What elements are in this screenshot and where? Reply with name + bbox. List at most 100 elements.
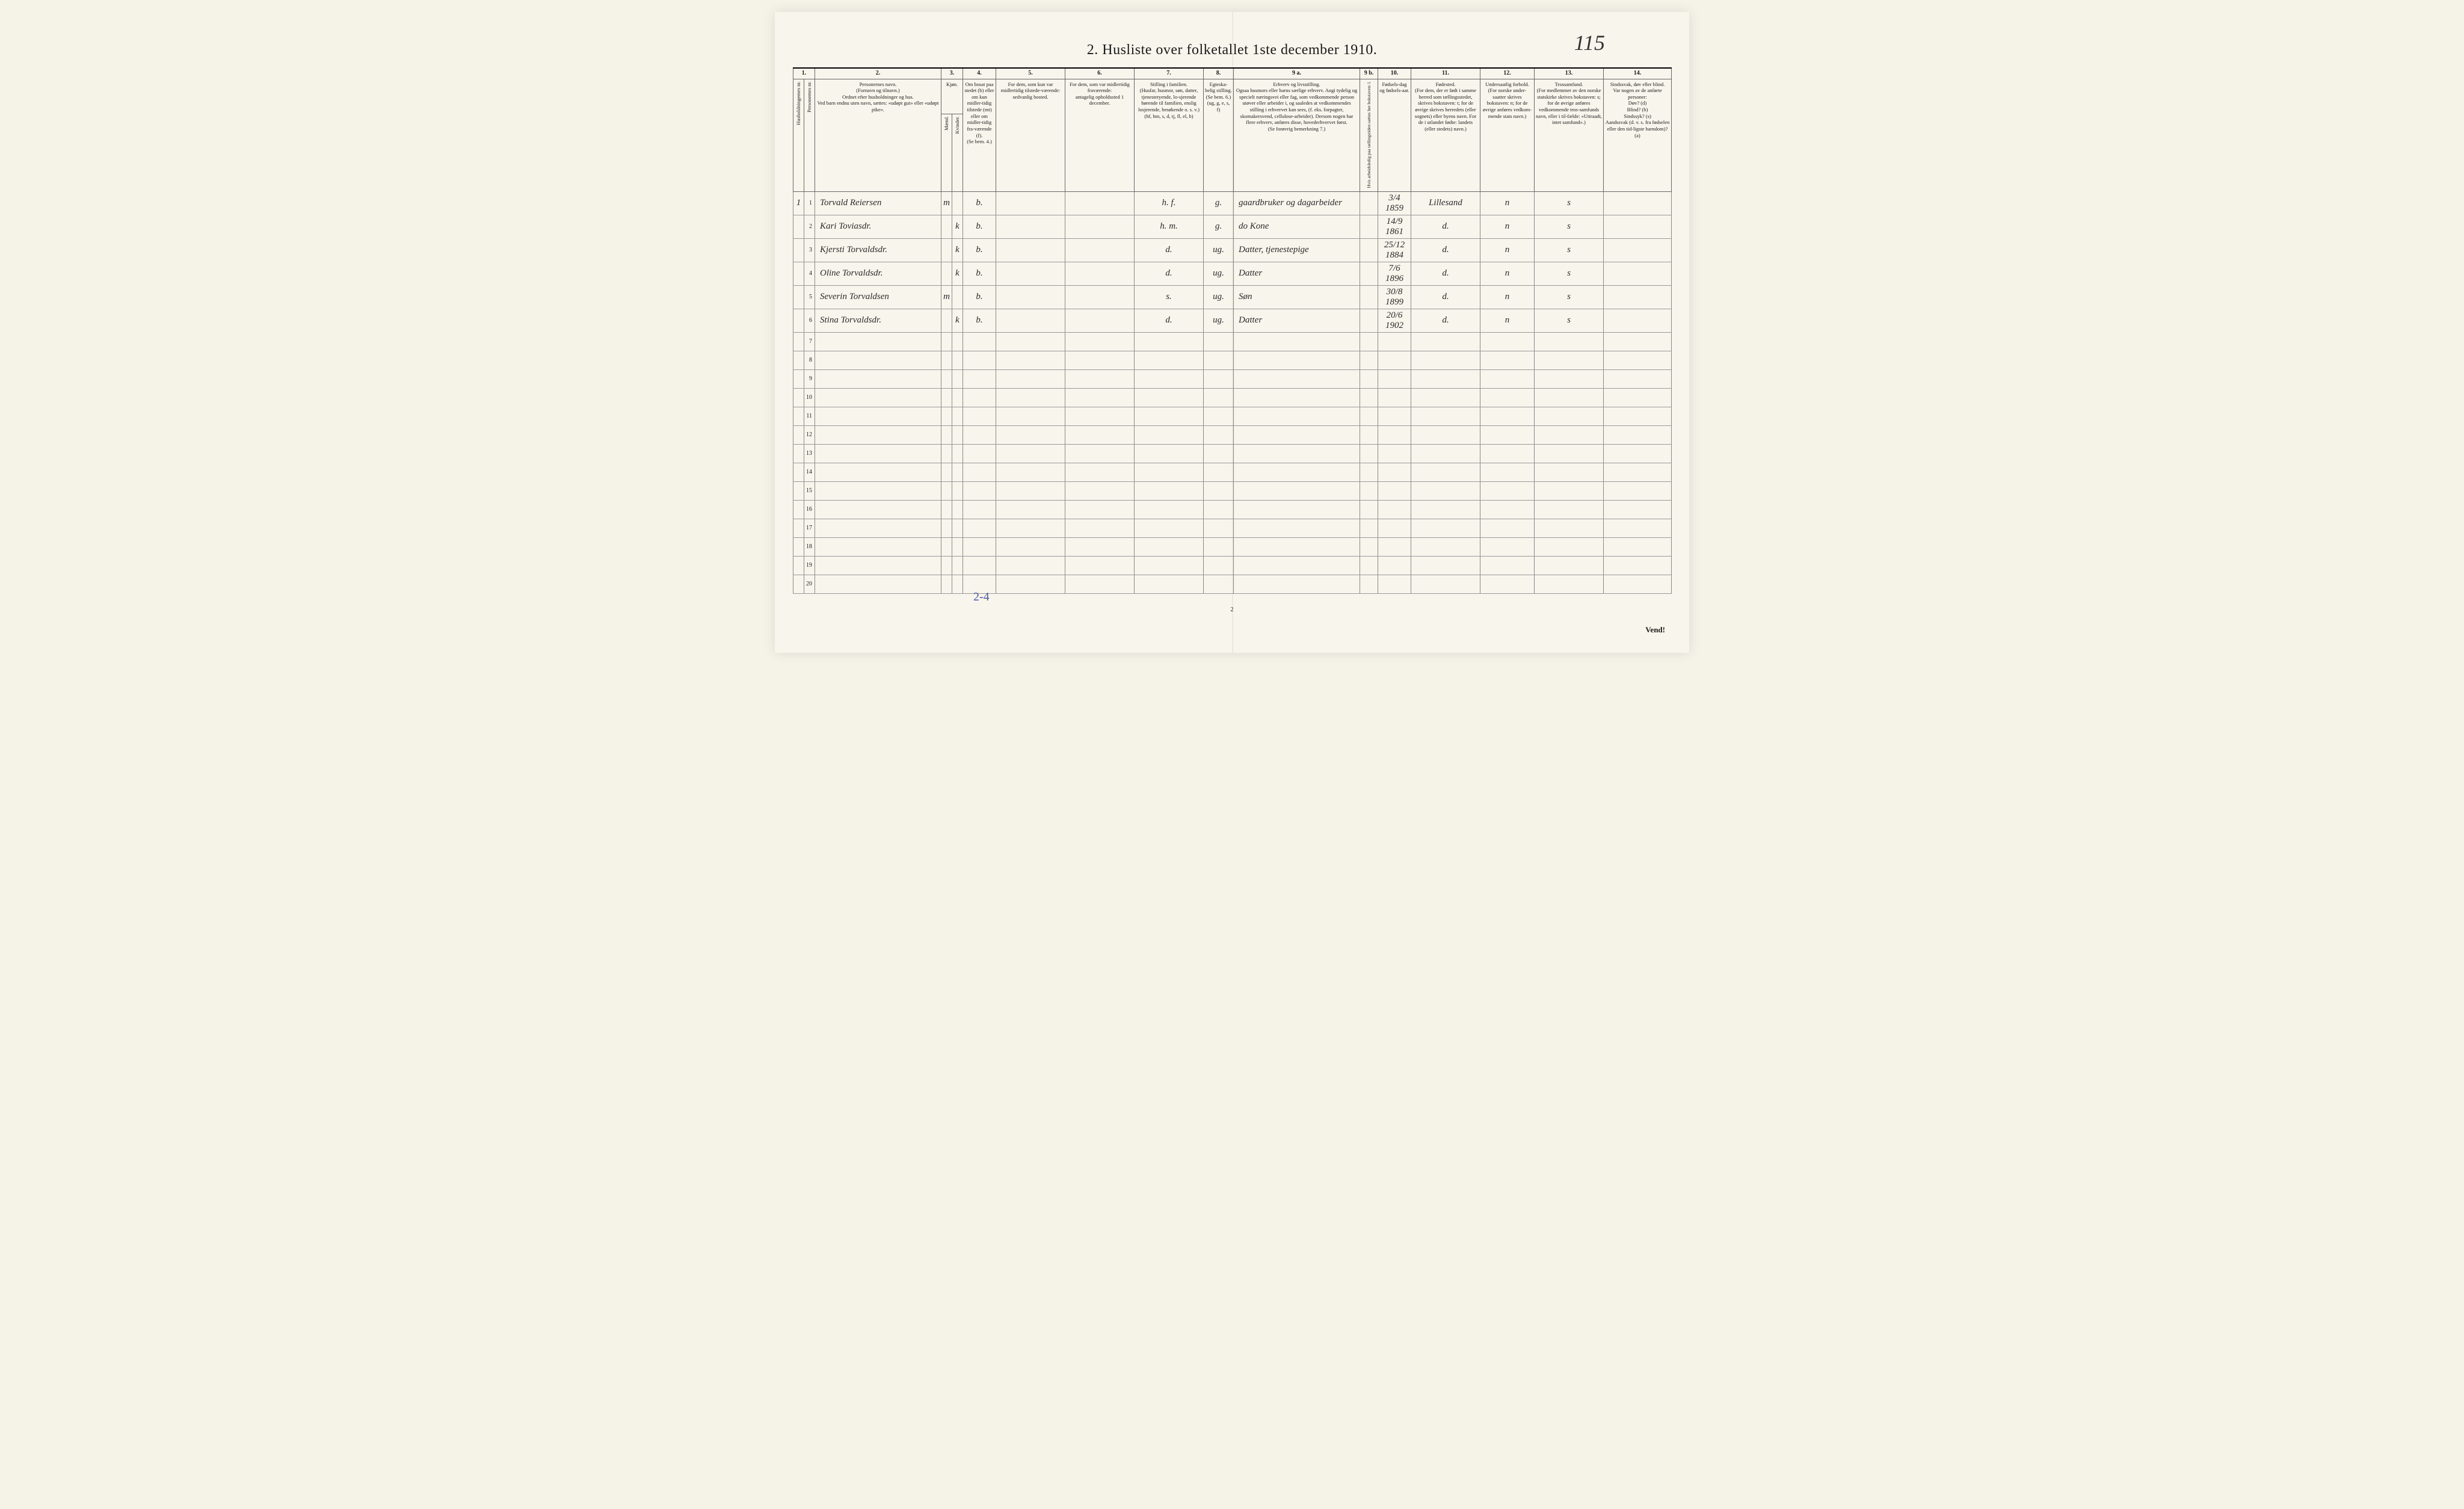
empty-cell bbox=[1135, 444, 1204, 463]
empty-cell bbox=[1535, 519, 1604, 537]
colnum-9a: 9 a. bbox=[1234, 68, 1360, 79]
empty-cell bbox=[1480, 556, 1535, 575]
family-position: h. m. bbox=[1135, 215, 1204, 238]
census-page: 115 2. Husliste over folketallet 1ste de… bbox=[775, 12, 1689, 653]
empty-cell bbox=[815, 537, 941, 556]
sex-female: k bbox=[952, 309, 963, 332]
empty-cell bbox=[1535, 556, 1604, 575]
empty-cell bbox=[1204, 519, 1234, 537]
birth-date: 14/9 1861 bbox=[1378, 215, 1411, 238]
empty-cell bbox=[952, 369, 963, 388]
empty-cell bbox=[941, 444, 952, 463]
religion: s bbox=[1535, 262, 1604, 285]
birth-place: d. bbox=[1411, 238, 1480, 262]
household-number bbox=[793, 463, 804, 481]
empty-cell bbox=[815, 425, 941, 444]
family-position: s. bbox=[1135, 285, 1204, 309]
empty-cell bbox=[1065, 463, 1135, 481]
temp-present-loc bbox=[996, 238, 1065, 262]
person-number: 17 bbox=[804, 519, 815, 537]
person-number: 5 bbox=[804, 285, 815, 309]
unemployed-mark bbox=[1360, 215, 1378, 238]
temp-present-loc bbox=[996, 262, 1065, 285]
empty-cell bbox=[1204, 369, 1234, 388]
temp-absent-loc bbox=[1065, 191, 1135, 215]
empty-cell bbox=[1204, 388, 1234, 407]
empty-cell bbox=[996, 388, 1065, 407]
table-row: 4Oline Torvaldsdr.kb.d.ug.Datter7/6 1896… bbox=[793, 262, 1672, 285]
table-row: 3Kjersti Torvaldsdr.kb.d.ug.Datter, tjen… bbox=[793, 238, 1672, 262]
empty-cell bbox=[1604, 463, 1672, 481]
table-row-empty: 12 bbox=[793, 425, 1672, 444]
empty-cell bbox=[1065, 407, 1135, 425]
empty-cell bbox=[1378, 407, 1411, 425]
hdr-sex: Kjøn. bbox=[941, 79, 963, 114]
empty-cell bbox=[815, 556, 941, 575]
family-position: d. bbox=[1135, 309, 1204, 332]
empty-cell bbox=[996, 351, 1065, 369]
empty-cell bbox=[941, 556, 952, 575]
empty-cell bbox=[996, 369, 1065, 388]
hdr-name: Personernes navn.(Fornavn og tilnavn.)Or… bbox=[815, 79, 941, 191]
table-header: 1. 2. 3. 4. 5. 6. 7. 8. 9 a. 9 b. 10. 11… bbox=[793, 68, 1672, 191]
disability bbox=[1604, 191, 1672, 215]
residence-status: b. bbox=[963, 309, 996, 332]
marital-status: ug. bbox=[1204, 285, 1234, 309]
empty-cell bbox=[1204, 444, 1234, 463]
empty-cell bbox=[1604, 556, 1672, 575]
religion: s bbox=[1535, 191, 1604, 215]
empty-cell bbox=[1604, 481, 1672, 500]
empty-cell bbox=[1204, 500, 1234, 519]
empty-cell bbox=[941, 500, 952, 519]
empty-cell bbox=[1065, 369, 1135, 388]
empty-cell bbox=[1135, 351, 1204, 369]
empty-cell bbox=[1204, 463, 1234, 481]
table-row-empty: 9 bbox=[793, 369, 1672, 388]
colnum-10: 10. bbox=[1378, 68, 1411, 79]
table-row-empty: 15 bbox=[793, 481, 1672, 500]
religion: s bbox=[1535, 215, 1604, 238]
empty-cell bbox=[952, 463, 963, 481]
census-table: 1. 2. 3. 4. 5. 6. 7. 8. 9 a. 9 b. 10. 11… bbox=[793, 67, 1672, 594]
marital-status: ug. bbox=[1204, 238, 1234, 262]
hdr-hh-nr-text: Husholdningernes nr. bbox=[795, 81, 802, 125]
person-number: 4 bbox=[804, 262, 815, 285]
empty-cell bbox=[996, 500, 1065, 519]
empty-cell bbox=[1480, 481, 1535, 500]
table-row: 5Severin Torvaldsenmb.s.ug.Søn30/8 1899d… bbox=[793, 285, 1672, 309]
residence-status: b. bbox=[963, 215, 996, 238]
empty-cell bbox=[952, 351, 963, 369]
empty-cell bbox=[941, 481, 952, 500]
empty-cell bbox=[952, 575, 963, 593]
birth-date: 25/12 1884 bbox=[1378, 238, 1411, 262]
empty-cell bbox=[1360, 388, 1378, 407]
hdr-person-nr-text: Personernes nr. bbox=[806, 81, 813, 113]
empty-cell bbox=[1378, 500, 1411, 519]
empty-cell bbox=[1411, 407, 1480, 425]
empty-cell bbox=[1411, 519, 1480, 537]
empty-cell bbox=[1411, 500, 1480, 519]
person-name: Kari Toviasdr. bbox=[815, 215, 941, 238]
empty-cell bbox=[1535, 332, 1604, 351]
birth-date: 30/8 1899 bbox=[1378, 285, 1411, 309]
empty-cell bbox=[963, 463, 996, 481]
empty-cell bbox=[1378, 444, 1411, 463]
disability bbox=[1604, 285, 1672, 309]
empty-cell bbox=[1360, 407, 1378, 425]
person-number: 2 bbox=[804, 215, 815, 238]
person-number: 1 bbox=[804, 191, 815, 215]
table-row-empty: 14 bbox=[793, 463, 1672, 481]
temp-absent-loc bbox=[1065, 285, 1135, 309]
person-number: 6 bbox=[804, 309, 815, 332]
empty-cell bbox=[952, 407, 963, 425]
empty-cell bbox=[996, 444, 1065, 463]
disability bbox=[1604, 262, 1672, 285]
empty-cell bbox=[1411, 425, 1480, 444]
hdr-hh-nr: Husholdningernes nr. bbox=[793, 79, 804, 191]
colnum-3: 3. bbox=[941, 68, 963, 79]
empty-cell bbox=[1378, 519, 1411, 537]
empty-cell bbox=[996, 332, 1065, 351]
colnum-11: 11. bbox=[1411, 68, 1480, 79]
empty-cell bbox=[963, 444, 996, 463]
table-row-empty: 13 bbox=[793, 444, 1672, 463]
